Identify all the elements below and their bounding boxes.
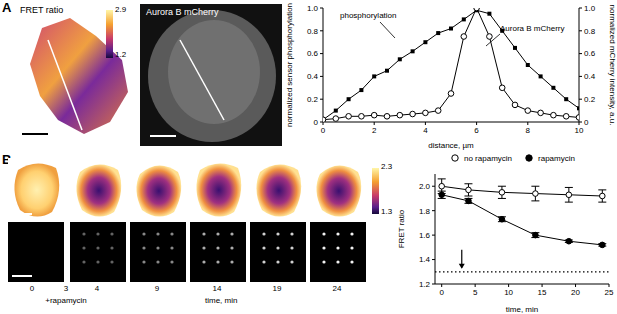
html-text:2.9: 2.9 (115, 5, 127, 14)
svg-text:10: 10 (504, 288, 513, 297)
html-text:9: 9 (154, 284, 160, 293)
svg-text:15: 15 (538, 288, 547, 297)
svg-text:normalized mCherry intensity,: normalized mCherry intensity, a.u. (608, 5, 617, 126)
svg-text:10: 10 (575, 126, 584, 135)
html-text:3: 3 (63, 284, 69, 293)
svg-text:20: 20 (571, 288, 580, 297)
html-text:19: 19 (272, 284, 282, 293)
html-text:Aurora B mCherry: Aurora B mCherry (500, 24, 565, 33)
html-text:24: 24 (332, 284, 342, 293)
svg-text:0: 0 (314, 118, 319, 127)
html-text:14: 14 (212, 284, 222, 293)
svg-text:6: 6 (474, 126, 479, 135)
svg-text:2: 2 (372, 126, 377, 135)
svg-text:1.4: 1.4 (419, 255, 431, 264)
svg-text:0.8: 0.8 (584, 27, 596, 36)
svg-text:distance, µm: distance, µm (428, 141, 474, 150)
html-text:2.3: 2.3 (381, 162, 393, 171)
svg-text:1.2: 1.2 (419, 280, 431, 289)
html-text:1.2: 1.2 (115, 50, 127, 59)
html-text:Aurora B mCherry: Aurora B mCherry (146, 7, 219, 17)
svg-text:normalized sensor phosphorylat: normalized sensor phosphorylation (285, 3, 294, 127)
svg-text:1.6: 1.6 (419, 231, 431, 240)
svg-text:0.6: 0.6 (584, 49, 596, 58)
svg-text:1.8: 1.8 (419, 207, 431, 216)
svg-text:5: 5 (473, 288, 478, 297)
svg-text:0.8: 0.8 (307, 27, 319, 36)
svg-text:1.0: 1.0 (584, 4, 596, 13)
svg-text:2.0: 2.0 (419, 182, 431, 191)
svg-text:0: 0 (321, 126, 326, 135)
svg-text:1.0: 1.0 (307, 4, 319, 13)
svg-text:time, min: time, min (506, 305, 538, 314)
html-text:no rapamycin: no rapamycin (464, 153, 512, 163)
svg-text:0: 0 (439, 288, 444, 297)
svg-text:0.6: 0.6 (307, 49, 319, 58)
html-text:0: 0 (29, 284, 35, 293)
html-text:rapamycin: rapamycin (538, 153, 575, 163)
html-text:4: 4 (94, 284, 100, 293)
html-text:A: A (2, 0, 12, 15)
html-text:phosphorylation: phosphorylation (340, 11, 397, 20)
html-text:1.3: 1.3 (381, 207, 393, 216)
svg-text:FRET ratio: FRET ratio (397, 209, 406, 248)
html-text:FRET ratio: FRET ratio (20, 5, 64, 15)
html-text:+rapamycin: +rapamycin (45, 296, 87, 305)
svg-text:0.2: 0.2 (584, 95, 596, 104)
svg-text:0.4: 0.4 (584, 72, 596, 81)
html-text:B: B (2, 152, 12, 167)
svg-text:0: 0 (584, 118, 589, 127)
svg-text:0.2: 0.2 (307, 95, 319, 104)
svg-text:8: 8 (526, 126, 531, 135)
svg-text:25: 25 (605, 288, 614, 297)
svg-text:4: 4 (423, 126, 428, 135)
html-text:time, min: time, min (205, 296, 238, 305)
svg-text:0.4: 0.4 (307, 72, 319, 81)
